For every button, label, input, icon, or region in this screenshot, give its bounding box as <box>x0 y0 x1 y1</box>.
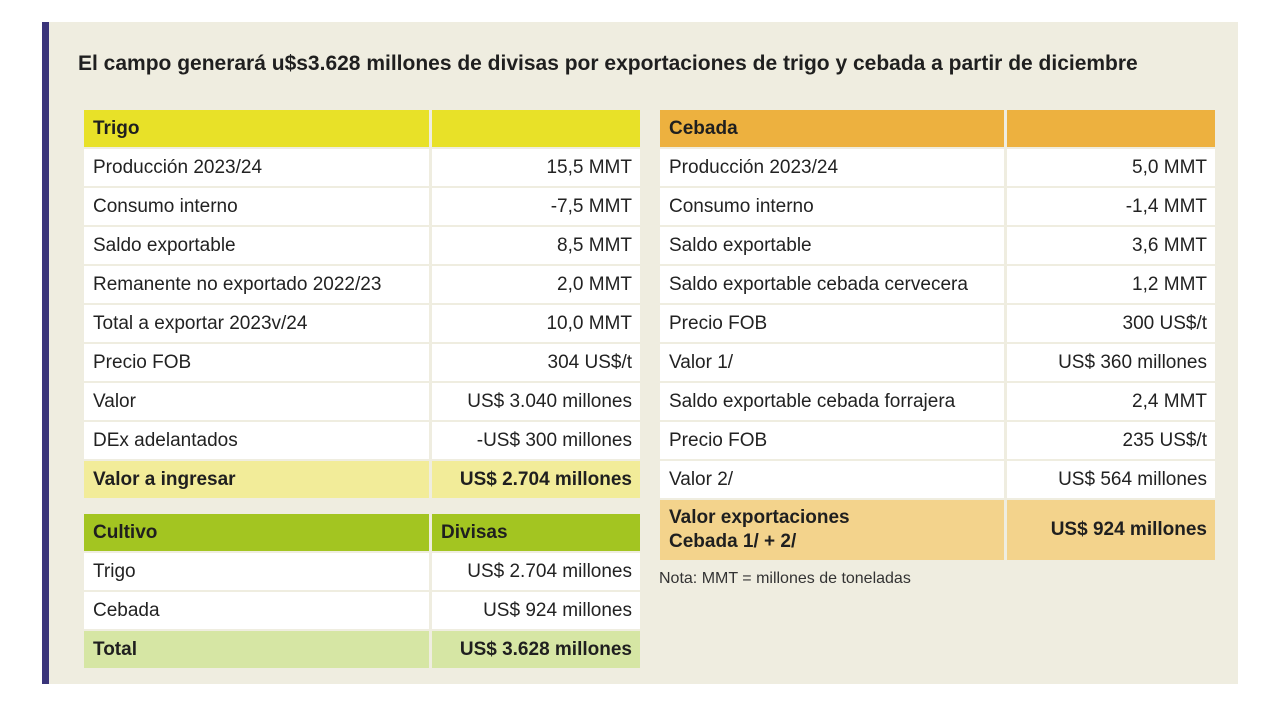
row-value: 2,4 MMT <box>1007 383 1215 422</box>
cebada-total-row: Valor exportaciones Cebada 1/ + 2/ US$ 92… <box>660 500 1215 562</box>
cultivo-header-row: Cultivo Divisas <box>84 514 640 553</box>
table-row: Precio FOB 235 US$/t <box>660 422 1215 461</box>
row-label: Saldo exportable <box>660 227 1007 266</box>
row-value: 15,5 MMT <box>432 149 640 188</box>
total-label: Valor exportaciones Cebada 1/ + 2/ <box>660 500 1007 562</box>
row-label: Saldo exportable cebada forrajera <box>660 383 1007 422</box>
cebada-table: Cebada Producción 2023/24 5,0 MMT Consum… <box>660 110 1215 562</box>
row-label: Valor 1/ <box>660 344 1007 383</box>
table-row: Trigo US$ 2.704 millones <box>84 553 640 592</box>
cebada-header-row: Cebada <box>660 110 1215 149</box>
table-row: Saldo exportable cebada cervecera 1,2 MM… <box>660 266 1215 305</box>
cultivo-total-row: Total US$ 3.628 millones <box>84 631 640 670</box>
table-row: Producción 2023/24 5,0 MMT <box>660 149 1215 188</box>
trigo-header-value <box>432 110 640 149</box>
row-label: Remanente no exportado 2022/23 <box>84 266 432 305</box>
trigo-total-row: Valor a ingresar US$ 2.704 millones <box>84 461 640 500</box>
row-value: -US$ 300 millones <box>432 422 640 461</box>
row-value: -1,4 MMT <box>1007 188 1215 227</box>
table-row: DEx adelantados -US$ 300 millones <box>84 422 640 461</box>
table-row: Saldo exportable 8,5 MMT <box>84 227 640 266</box>
table-row: Valor 1/ US$ 360 millones <box>660 344 1215 383</box>
total-value: US$ 924 millones <box>1007 500 1215 562</box>
page-title: El campo generará u$s3.628 millones de d… <box>78 52 1138 75</box>
table-row: Cebada US$ 924 millones <box>84 592 640 631</box>
row-value: 235 US$/t <box>1007 422 1215 461</box>
table-row: Valor 2/ US$ 564 millones <box>660 461 1215 500</box>
table-row: Consumo interno -1,4 MMT <box>660 188 1215 227</box>
trigo-header-row: Trigo <box>84 110 640 149</box>
row-value: 3,6 MMT <box>1007 227 1215 266</box>
trigo-table: Trigo Producción 2023/24 15,5 MMT Consum… <box>84 110 640 500</box>
cebada-header-label: Cebada <box>660 110 1007 149</box>
total-label: Valor a ingresar <box>84 461 432 500</box>
footnote: Nota: MMT = millones de toneladas <box>659 570 911 587</box>
cebada-header-value <box>1007 110 1215 149</box>
accent-bar <box>42 22 49 684</box>
row-value: 304 US$/t <box>432 344 640 383</box>
row-label: Saldo exportable <box>84 227 432 266</box>
table-row: Consumo interno -7,5 MMT <box>84 188 640 227</box>
row-value: US$ 360 millones <box>1007 344 1215 383</box>
row-value: US$ 564 millones <box>1007 461 1215 500</box>
row-label: Cebada <box>84 592 432 631</box>
trigo-header-label: Trigo <box>84 110 432 149</box>
row-value: 5,0 MMT <box>1007 149 1215 188</box>
table-row: Precio FOB 304 US$/t <box>84 344 640 383</box>
table-row: Remanente no exportado 2022/23 2,0 MMT <box>84 266 640 305</box>
table-row: Producción 2023/24 15,5 MMT <box>84 149 640 188</box>
row-label: Producción 2023/24 <box>660 149 1007 188</box>
table-row: Precio FOB 300 US$/t <box>660 305 1215 344</box>
row-value: -7,5 MMT <box>432 188 640 227</box>
row-label: Consumo interno <box>84 188 432 227</box>
table-row: Saldo exportable cebada forrajera 2,4 MM… <box>660 383 1215 422</box>
row-label: Trigo <box>84 553 432 592</box>
table-row: Total a exportar 2023v/24 10,0 MMT <box>84 305 640 344</box>
total-label: Total <box>84 631 432 670</box>
row-label: Total a exportar 2023v/24 <box>84 305 432 344</box>
row-label: Precio FOB <box>84 344 432 383</box>
row-value: US$ 924 millones <box>432 592 640 631</box>
cultivo-header-value: Divisas <box>432 514 640 553</box>
cultivo-table: Cultivo Divisas Trigo US$ 2.704 millones… <box>84 514 640 670</box>
row-value: 300 US$/t <box>1007 305 1215 344</box>
row-label: Saldo exportable cebada cervecera <box>660 266 1007 305</box>
row-label: Valor <box>84 383 432 422</box>
table-row: Saldo exportable 3,6 MMT <box>660 227 1215 266</box>
cultivo-header-label: Cultivo <box>84 514 432 553</box>
row-label: Producción 2023/24 <box>84 149 432 188</box>
row-value: US$ 2.704 millones <box>432 553 640 592</box>
total-label-line2: Cebada 1/ + 2/ <box>669 531 797 552</box>
row-value: 1,2 MMT <box>1007 266 1215 305</box>
row-label: DEx adelantados <box>84 422 432 461</box>
table-row: Valor US$ 3.040 millones <box>84 383 640 422</box>
row-value: 8,5 MMT <box>432 227 640 266</box>
total-value: US$ 2.704 millones <box>432 461 640 500</box>
total-value: US$ 3.628 millones <box>432 631 640 670</box>
row-label: Valor 2/ <box>660 461 1007 500</box>
row-value: 2,0 MMT <box>432 266 640 305</box>
row-label: Precio FOB <box>660 305 1007 344</box>
row-value: 10,0 MMT <box>432 305 640 344</box>
row-value: US$ 3.040 millones <box>432 383 640 422</box>
total-label-line1: Valor exportaciones <box>669 507 850 528</box>
row-label: Precio FOB <box>660 422 1007 461</box>
row-label: Consumo interno <box>660 188 1007 227</box>
